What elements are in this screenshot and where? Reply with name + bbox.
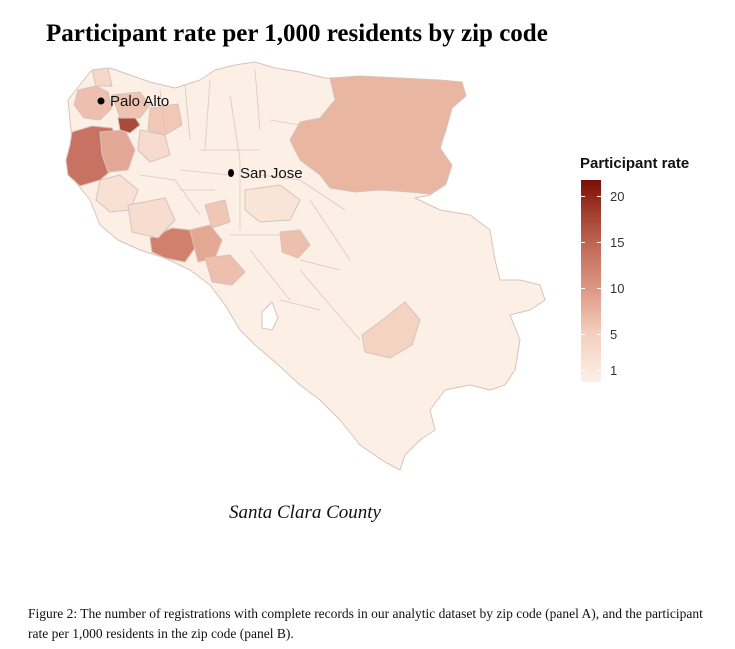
zip-region-northwest-mid xyxy=(111,91,151,119)
legend-tick-label: 1 xyxy=(610,363,618,378)
zip-region-palo-alto-north xyxy=(91,67,113,87)
legend-tickmark xyxy=(597,242,601,243)
zip-region-south-center xyxy=(361,301,421,359)
zip-borders xyxy=(139,69,361,341)
zip-region-east-mid xyxy=(279,229,311,259)
legend-tickmark xyxy=(597,196,601,197)
legend-tickmark xyxy=(581,196,585,197)
san-jose-label: San Jose xyxy=(240,165,303,182)
legend-title: Participant rate xyxy=(580,155,690,172)
palo-alto-marker xyxy=(97,97,105,105)
legend-tickmark xyxy=(581,334,585,335)
palo-alto-label: Palo Alto xyxy=(110,93,169,110)
map-cutout xyxy=(261,301,279,331)
legend-tick-label: 5 xyxy=(610,327,618,342)
zip-region-center-low xyxy=(244,184,301,223)
legend-tickmark xyxy=(581,370,585,371)
zip-region-southwest-mid xyxy=(189,224,223,263)
zip-code-map: Palo Alto San Jose xyxy=(65,61,546,471)
legend-tickmark xyxy=(597,370,601,371)
legend-tick-label: 20 xyxy=(610,189,625,204)
zip-region-north-low xyxy=(137,129,171,163)
san-jose-marker xyxy=(228,169,234,177)
legend-tickmark xyxy=(597,334,601,335)
legend-tick-label: 10 xyxy=(610,281,625,296)
legend-tickmark xyxy=(597,288,601,289)
county-label: Santa Clara County xyxy=(228,502,381,523)
zip-region-south-mid xyxy=(204,199,231,229)
zip-region-northeast xyxy=(289,75,467,195)
zip-region-palo-alto xyxy=(73,85,113,121)
zip-region-southwest-low xyxy=(204,254,246,286)
legend-tick-label: 15 xyxy=(610,235,625,250)
figure-caption: Figure 2: The number of registrations wi… xyxy=(28,606,703,641)
legend-color-bar xyxy=(581,180,601,382)
legend-tickmark xyxy=(581,288,585,289)
zip-region-north-mid xyxy=(147,103,183,136)
legend-tickmark xyxy=(581,242,585,243)
zip-region-southwest-high xyxy=(149,227,196,263)
zip-region-hills-low xyxy=(127,197,176,239)
map-title: Participant rate per 1,000 residents by … xyxy=(46,20,548,47)
